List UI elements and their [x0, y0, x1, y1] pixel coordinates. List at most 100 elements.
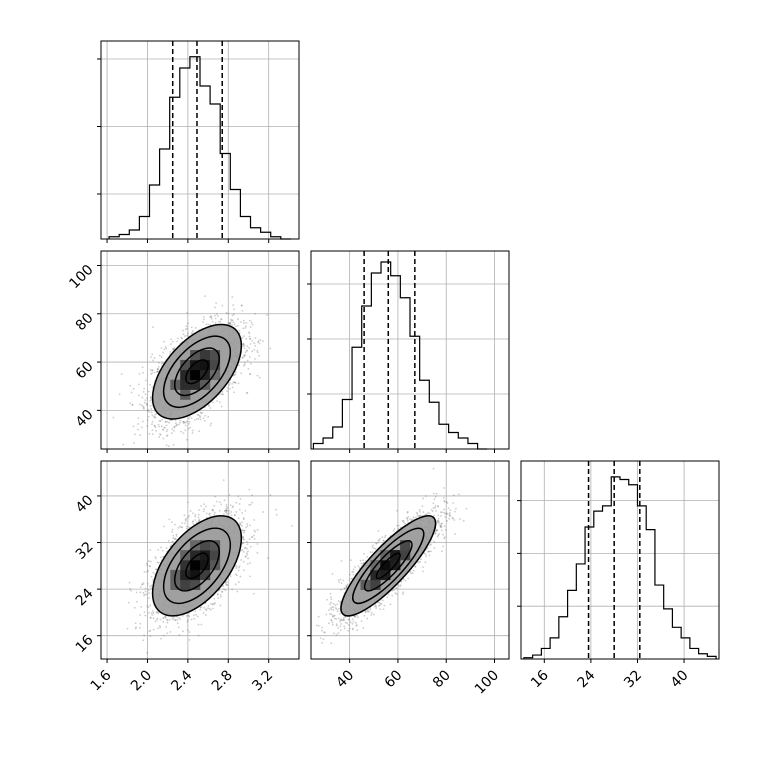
scatter-point [174, 618, 177, 621]
scatter-point [246, 525, 249, 528]
scatter-point [151, 614, 154, 616]
scatter-point [237, 581, 240, 584]
scatter-point [207, 323, 210, 326]
scatter-point [184, 520, 187, 522]
scatter-point [229, 575, 232, 578]
scatter-point [186, 501, 189, 504]
scatter-point [167, 445, 170, 448]
scatter-point [186, 327, 189, 330]
scatter-point [149, 397, 152, 399]
scatter-point [189, 510, 192, 512]
scatter-point [153, 424, 156, 427]
scatter-point [262, 340, 264, 343]
scatter-point [155, 413, 158, 415]
scatter-point [225, 311, 228, 314]
scatter-point [206, 607, 209, 610]
scatter-point [203, 508, 205, 511]
scatter-point [149, 635, 152, 638]
scatter-point [148, 597, 150, 599]
scatter-point [242, 342, 245, 345]
scatter-point [183, 458, 185, 460]
scatter-point [168, 421, 170, 424]
scatter-point [143, 401, 146, 404]
density-bin [180, 369, 191, 380]
scatter-point [146, 419, 149, 422]
scatter-point [150, 575, 153, 578]
scatter-point [231, 314, 234, 317]
scatter-point [242, 364, 245, 367]
scatter-point [232, 374, 235, 377]
scatter-point [173, 347, 176, 349]
scatter-point [245, 325, 247, 328]
scatter-point [202, 315, 205, 318]
scatter-point [200, 623, 203, 626]
scatter-point [188, 417, 191, 420]
scatter-point [182, 630, 184, 633]
scatter-point [197, 615, 199, 618]
scatter-point [246, 543, 249, 546]
scatter-point [153, 356, 156, 359]
scatter-point [237, 517, 240, 520]
scatter-point [229, 323, 232, 326]
scatter-point [148, 592, 150, 595]
scatter-point [147, 415, 150, 418]
scatter-point [134, 622, 137, 625]
density-bin [190, 369, 201, 380]
scatter-point [149, 383, 152, 386]
scatter-point [213, 504, 216, 507]
scatter-point [137, 417, 140, 419]
scatter-point [197, 417, 200, 420]
scatter-point [149, 616, 152, 619]
scatter-point [151, 414, 154, 417]
scatter-point [176, 340, 179, 343]
scatter-point [200, 505, 202, 507]
scatter-point [184, 522, 186, 525]
scatter-point [220, 503, 223, 506]
scatter-point [179, 419, 182, 422]
scatter-point [139, 586, 142, 588]
contour-line [151, 323, 243, 420]
scatter-point [195, 521, 198, 524]
scatter-point [155, 557, 157, 560]
scatter-point [249, 337, 251, 340]
scatter-point [152, 359, 155, 362]
scatter-point [181, 420, 184, 423]
scatter-point [134, 433, 136, 436]
scatter-point [168, 618, 171, 621]
scatter-point [137, 423, 140, 425]
scatter-point [156, 370, 159, 373]
scatter-point [225, 509, 228, 512]
scatter-point [174, 422, 177, 424]
scatter-point [231, 588, 234, 591]
scatter-point [241, 548, 244, 551]
scatter-point [160, 637, 162, 640]
scatter-point [149, 560, 152, 563]
scatter-point [230, 514, 233, 517]
density-bin [190, 379, 201, 390]
scatter-point [237, 382, 240, 385]
scatter-point [226, 583, 229, 586]
scatter-point [258, 342, 261, 345]
scatter-point [240, 305, 243, 307]
scatter-point [144, 614, 147, 617]
scatter-point [225, 510, 228, 512]
scatter-point [162, 437, 165, 440]
scatter-point [203, 503, 206, 505]
scatter-point [258, 354, 260, 357]
scatter-point [248, 346, 250, 349]
scatter-point [162, 617, 165, 620]
scatter-point [162, 620, 165, 623]
scatter-point [144, 590, 147, 593]
scatter-point [233, 391, 235, 394]
scatter-point [211, 603, 214, 606]
scatter-point [202, 612, 205, 615]
scatter-point [239, 522, 242, 524]
scatter-point [138, 403, 141, 406]
scatter-point [145, 562, 148, 565]
scatter-point [242, 536, 244, 539]
scatter-point [187, 322, 189, 325]
scatter-point [157, 612, 160, 615]
scatter-point [249, 503, 252, 506]
scatter-point [231, 506, 234, 509]
